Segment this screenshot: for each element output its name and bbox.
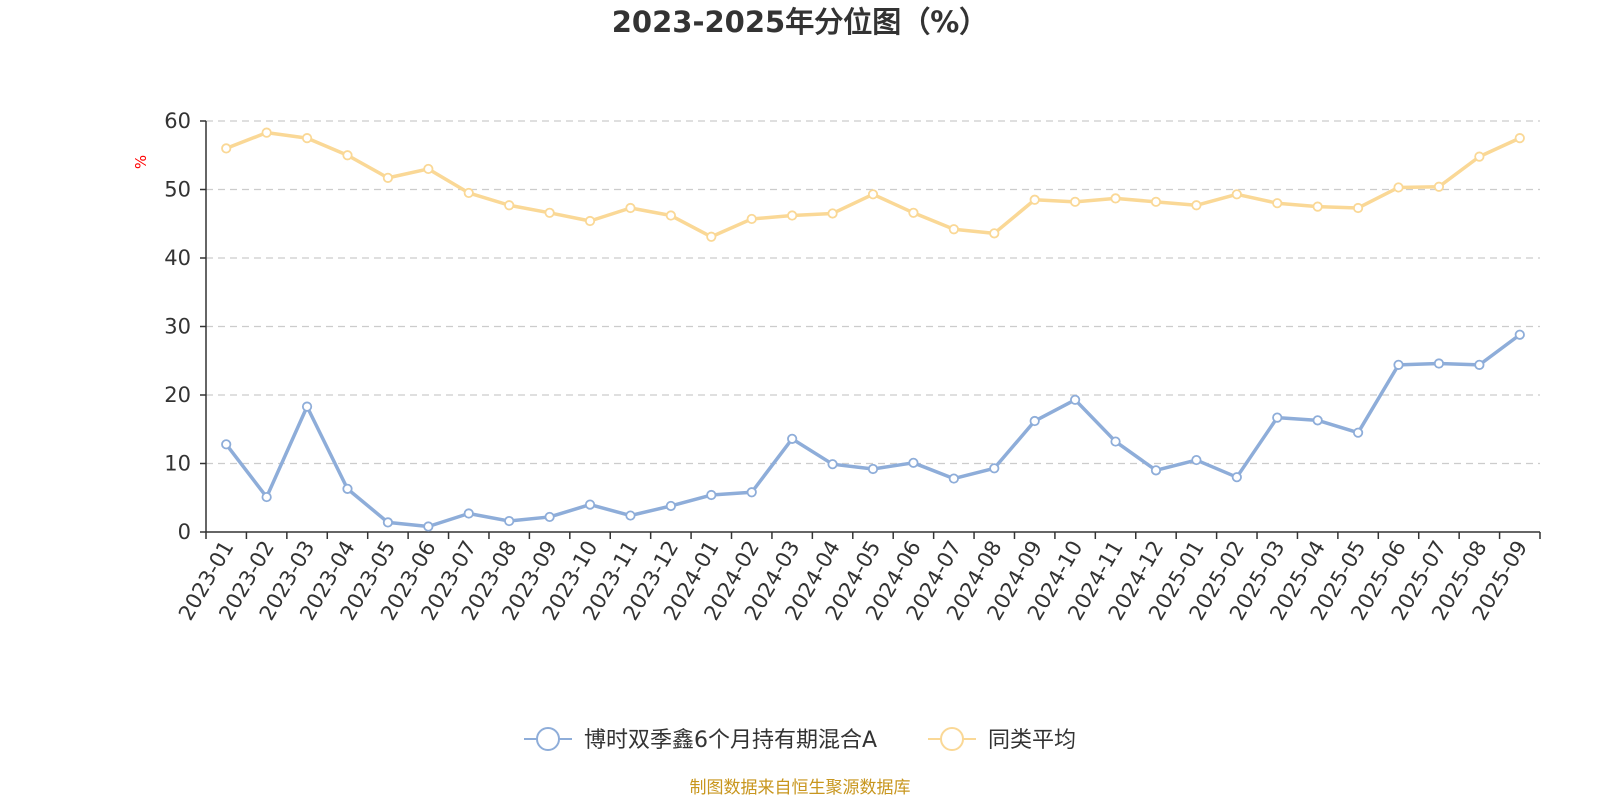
data-point[interactable] — [787, 210, 798, 221]
data-point[interactable] — [301, 133, 313, 144]
data-point[interactable] — [261, 127, 272, 138]
y-tick-label: 40 — [164, 246, 191, 270]
legend-circle-icon — [940, 727, 964, 751]
data-point[interactable] — [382, 517, 394, 528]
data-point[interactable] — [342, 483, 353, 494]
data-point[interactable] — [1393, 359, 1404, 370]
y-tick-label: 60 — [164, 109, 191, 133]
series-line-1 — [224, 130, 1522, 239]
legend-circle-icon — [536, 727, 560, 751]
data-point[interactable] — [706, 489, 717, 501]
series-layer — [221, 127, 1525, 532]
data-point[interactable] — [827, 459, 838, 470]
data-point[interactable] — [1150, 196, 1162, 207]
data-point[interactable] — [787, 433, 798, 444]
data-point[interactable] — [423, 163, 434, 175]
data-point[interactable] — [1433, 358, 1445, 369]
data-point[interactable] — [301, 401, 313, 412]
data-point[interactable] — [908, 457, 919, 468]
y-tick-label: 20 — [164, 383, 191, 407]
data-point[interactable] — [1150, 465, 1162, 476]
legend[interactable]: 博时双季鑫6个月持有期混合A 同类平均 — [524, 727, 1076, 753]
data-point[interactable] — [584, 215, 596, 227]
data-point[interactable] — [221, 143, 232, 154]
data-point[interactable] — [1231, 472, 1242, 483]
data-point[interactable] — [1272, 412, 1283, 423]
data-point[interactable] — [1070, 196, 1081, 207]
data-point[interactable] — [746, 213, 757, 225]
data-point[interactable] — [463, 187, 474, 199]
data-point[interactable] — [544, 207, 555, 218]
y-tick-label: 30 — [164, 315, 191, 339]
chart-title: 2023-2025年分位图（%） — [612, 5, 989, 39]
data-point[interactable] — [544, 511, 555, 523]
data-point[interactable] — [1070, 394, 1081, 405]
data-point[interactable] — [1393, 182, 1404, 193]
data-point[interactable] — [1029, 194, 1040, 205]
data-point[interactable] — [1433, 181, 1445, 192]
data-point[interactable] — [342, 150, 353, 161]
data-point[interactable] — [1191, 454, 1202, 466]
data-point[interactable] — [1352, 427, 1364, 438]
data-point[interactable] — [989, 463, 1000, 474]
data-point[interactable] — [827, 208, 838, 219]
data-source-note: 制图数据来自恒生聚源数据库 — [690, 778, 911, 798]
data-point[interactable] — [867, 463, 879, 475]
series-line-0 — [224, 332, 1522, 529]
data-point[interactable] — [989, 228, 1000, 239]
data-point[interactable] — [665, 210, 676, 221]
data-point[interactable] — [1312, 201, 1323, 212]
legend-label: 博时双季鑫6个月持有期混合A — [584, 728, 877, 753]
data-point[interactable] — [1029, 415, 1040, 427]
data-point[interactable] — [948, 224, 959, 235]
data-point[interactable] — [625, 202, 636, 214]
data-point[interactable] — [867, 189, 879, 200]
data-point[interactable] — [1514, 329, 1525, 340]
legend-item-1[interactable]: 同类平均 — [928, 727, 1076, 753]
axis-layer: 01020304050602023-012023-022023-032023-0… — [164, 109, 1541, 624]
data-point[interactable] — [948, 473, 959, 484]
data-point[interactable] — [1272, 198, 1283, 209]
data-point[interactable] — [665, 500, 676, 512]
data-point[interactable] — [706, 231, 717, 242]
data-point[interactable] — [746, 487, 757, 498]
data-point[interactable] — [382, 172, 394, 183]
data-point[interactable] — [625, 510, 636, 521]
data-point[interactable] — [584, 499, 596, 510]
data-point[interactable] — [504, 200, 515, 211]
data-point[interactable] — [1110, 436, 1121, 447]
data-point[interactable] — [1514, 133, 1525, 144]
data-point[interactable] — [1312, 415, 1323, 426]
legend-label: 同类平均 — [988, 728, 1076, 753]
y-axis-label: % — [132, 155, 150, 169]
data-point[interactable] — [908, 207, 919, 218]
y-tick-label: 0 — [178, 520, 191, 544]
y-tick-label: 10 — [164, 452, 191, 476]
data-point[interactable] — [1110, 193, 1121, 204]
data-point[interactable] — [1352, 202, 1364, 214]
data-point[interactable] — [261, 491, 272, 503]
data-point[interactable] — [1231, 189, 1242, 200]
data-point[interactable] — [463, 508, 474, 519]
data-point[interactable] — [423, 521, 434, 532]
data-point[interactable] — [1474, 151, 1485, 162]
data-point[interactable] — [221, 439, 232, 450]
data-point[interactable] — [1474, 359, 1485, 370]
legend-item-0[interactable]: 博时双季鑫6个月持有期混合A — [524, 727, 877, 753]
data-point[interactable] — [504, 515, 515, 527]
data-point[interactable] — [1191, 200, 1202, 211]
y-tick-label: 50 — [164, 178, 191, 202]
